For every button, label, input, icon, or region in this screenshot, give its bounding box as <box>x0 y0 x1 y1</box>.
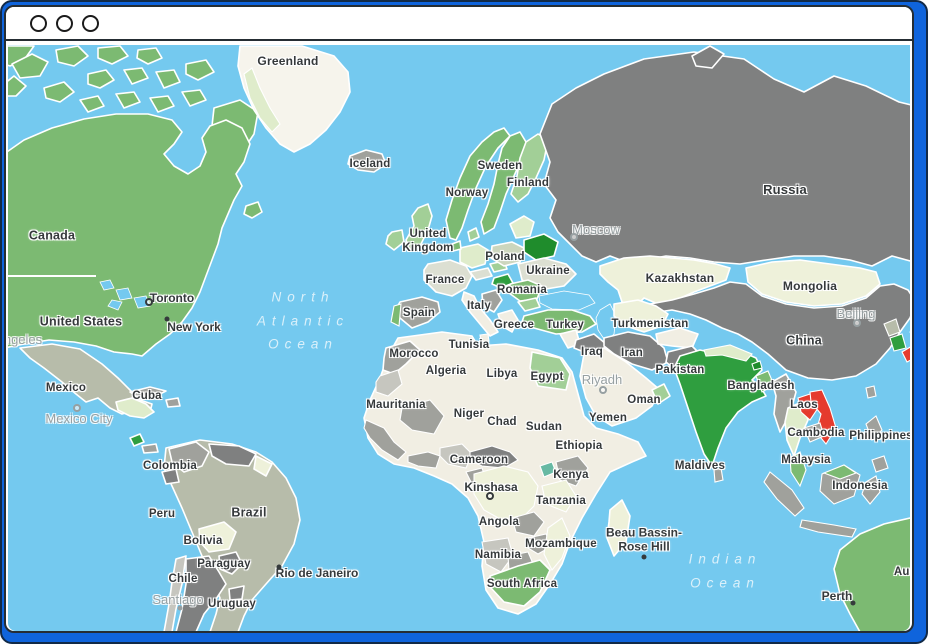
country-shape-tanzania[interactable] <box>541 479 577 513</box>
country-shape-canada-us[interactable] <box>8 113 251 357</box>
island-luzon[interactable] <box>865 415 883 441</box>
country-shape-costa-rica[interactable] <box>129 433 145 447</box>
country-shape-colombia[interactable] <box>168 441 210 473</box>
country-shape-kazakhstan[interactable] <box>599 255 731 309</box>
country-shape-iran[interactable] <box>603 331 669 371</box>
country-shape-great-britain[interactable] <box>405 203 433 251</box>
country-shape-namibia[interactable] <box>481 537 514 573</box>
country-shape-netherlands[interactable] <box>451 240 462 252</box>
map-viewport[interactable]: North Atlantic Ocean Indian Ocean Greenlan… <box>8 45 910 631</box>
country-shape-uruguay[interactable] <box>228 585 245 601</box>
region-east-malaysia[interactable] <box>822 464 858 480</box>
region-western-sahara[interactable] <box>375 369 403 397</box>
country-shape-morocco[interactable] <box>382 340 421 375</box>
country-shape-turkey[interactable] <box>521 309 597 335</box>
country-shape-ireland[interactable] <box>385 229 405 251</box>
country-shape-japan-south[interactable] <box>901 346 910 363</box>
region-alps[interactable] <box>469 267 493 281</box>
country-shape-nigeria[interactable] <box>439 443 473 469</box>
country-shape-germany[interactable] <box>459 243 489 269</box>
window-minimize-button[interactable] <box>56 14 73 32</box>
window-maximize-button[interactable] <box>82 14 99 32</box>
island-java[interactable] <box>799 519 857 538</box>
region-ivory-coast-ghana[interactable] <box>407 451 441 469</box>
country-shape-oman[interactable] <box>651 383 671 405</box>
country-shape-zambia[interactable] <box>511 511 545 537</box>
country-shape-belarus[interactable] <box>523 233 559 261</box>
region-balkans[interactable] <box>481 289 503 313</box>
country-shape-venezuela[interactable] <box>208 443 257 467</box>
country-shape-mali[interactable] <box>399 399 445 435</box>
country-shape-poland[interactable] <box>490 241 525 267</box>
country-shape-kenya[interactable] <box>555 455 589 487</box>
country-shape-uganda[interactable] <box>539 461 557 478</box>
island-mindanao[interactable] <box>871 455 889 473</box>
world-map[interactable] <box>8 45 910 631</box>
country-shape-iceland[interactable] <box>347 149 387 173</box>
country-shape-hungary[interactable] <box>491 273 514 289</box>
window-close-button[interactable] <box>30 14 47 32</box>
country-shape-chile[interactable] <box>163 555 187 631</box>
country-shape-bhutan[interactable] <box>751 360 763 371</box>
country-shape-russia[interactable] <box>539 51 910 267</box>
island-sumatra[interactable] <box>763 471 805 517</box>
country-shape-cambodia[interactable] <box>803 422 825 443</box>
island-novaya-zemlya[interactable] <box>691 45 725 69</box>
browser-window: North Atlantic Ocean Indian Ocean Greenlan… <box>4 5 914 633</box>
country-shape-india[interactable] <box>673 349 767 467</box>
country-shape-egypt[interactable] <box>529 351 571 391</box>
country-shape-spain[interactable] <box>395 296 441 329</box>
titlebar <box>6 7 912 41</box>
country-shape-bolivia[interactable] <box>198 521 237 553</box>
country-shape-ecuador[interactable] <box>161 468 180 485</box>
island-sicily[interactable] <box>479 333 490 343</box>
region-arabian-peninsula[interactable] <box>579 347 661 427</box>
country-shape-south-africa[interactable] <box>489 559 551 607</box>
country-shape-panama[interactable] <box>141 443 159 454</box>
region-cameroon-car[interactable] <box>469 445 519 469</box>
country-shape-romania[interactable] <box>508 279 543 302</box>
island-sulawesi[interactable] <box>861 475 881 505</box>
region-turkmenistan-uzbekistan[interactable] <box>613 299 669 333</box>
country-shape-bulgaria[interactable] <box>517 297 541 312</box>
country-shape-afghanistan[interactable] <box>655 327 699 349</box>
country-shape-italy[interactable] <box>461 291 499 337</box>
country-shape-portugal[interactable] <box>390 303 402 327</box>
country-shape-cuba[interactable] <box>129 386 167 398</box>
country-shape-greece[interactable] <box>497 309 519 333</box>
greenland-west-coast <box>243 67 281 133</box>
country-shape-mongolia[interactable] <box>745 259 881 307</box>
region-west-africa-coast[interactable] <box>363 419 407 461</box>
country-shape-north-korea[interactable] <box>883 318 901 337</box>
country-shape-south-korea[interactable] <box>889 333 907 352</box>
region-guyanas[interactable] <box>253 455 273 477</box>
country-shape-norway[interactable] <box>445 127 511 241</box>
island-madagascar[interactable] <box>606 499 631 557</box>
region-central-america[interactable] <box>115 397 155 419</box>
region-malay-peninsula[interactable] <box>789 451 807 488</box>
black-sea <box>538 290 596 311</box>
island-sri-lanka[interactable] <box>713 467 724 483</box>
arctic-islands <box>8 45 259 161</box>
country-shape-drc[interactable] <box>473 465 539 521</box>
island-hispaniola[interactable] <box>165 397 181 408</box>
region-baltics[interactable] <box>509 215 535 239</box>
country-shape-denmark[interactable] <box>467 227 480 242</box>
island-taiwan[interactable] <box>865 385 877 399</box>
island-newfoundland[interactable] <box>243 201 263 219</box>
country-shape-mozambique[interactable] <box>543 517 571 571</box>
country-shape-france[interactable] <box>423 259 473 297</box>
region-nepal-himalaya[interactable] <box>703 344 753 362</box>
country-shape-china[interactable] <box>649 281 910 381</box>
country-shape-paraguay[interactable] <box>218 551 243 575</box>
country-shape-argentina[interactable] <box>175 555 227 631</box>
